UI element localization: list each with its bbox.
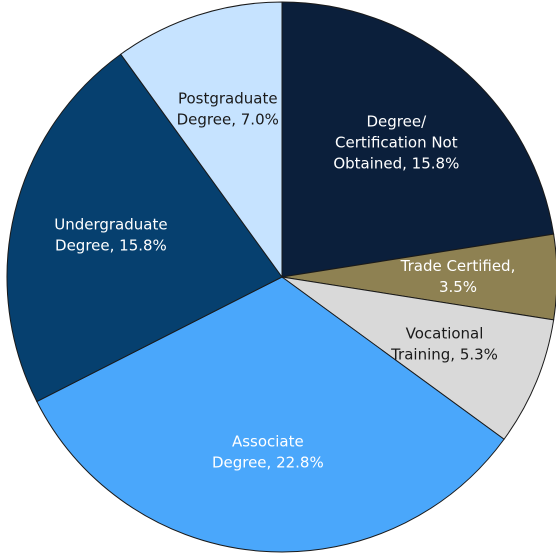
data-label: Associate [232,432,304,450]
data-label: Postgraduate [178,90,278,108]
data-label: Certification Not [335,134,458,152]
data-label: Vocational [406,325,484,343]
data-label: Degree/ [367,113,428,131]
pie-slice [6,53,283,403]
pie-slice [281,1,555,278]
pie-slice [120,1,283,279]
data-label: Degree, 22.8% [212,453,324,471]
data-label: Trade Certified, [400,257,516,275]
data-label: 3.5% [439,278,477,296]
data-label: Degree, 7.0% [177,111,279,129]
data-label: Training, 5.3% [390,346,498,364]
data-label: Degree, 15.8% [55,237,167,255]
pie-slice [36,276,505,553]
pie-slice [281,276,555,440]
data-label: Obtained, 15.8% [333,155,459,173]
data-label: Undergraduate [54,216,167,234]
